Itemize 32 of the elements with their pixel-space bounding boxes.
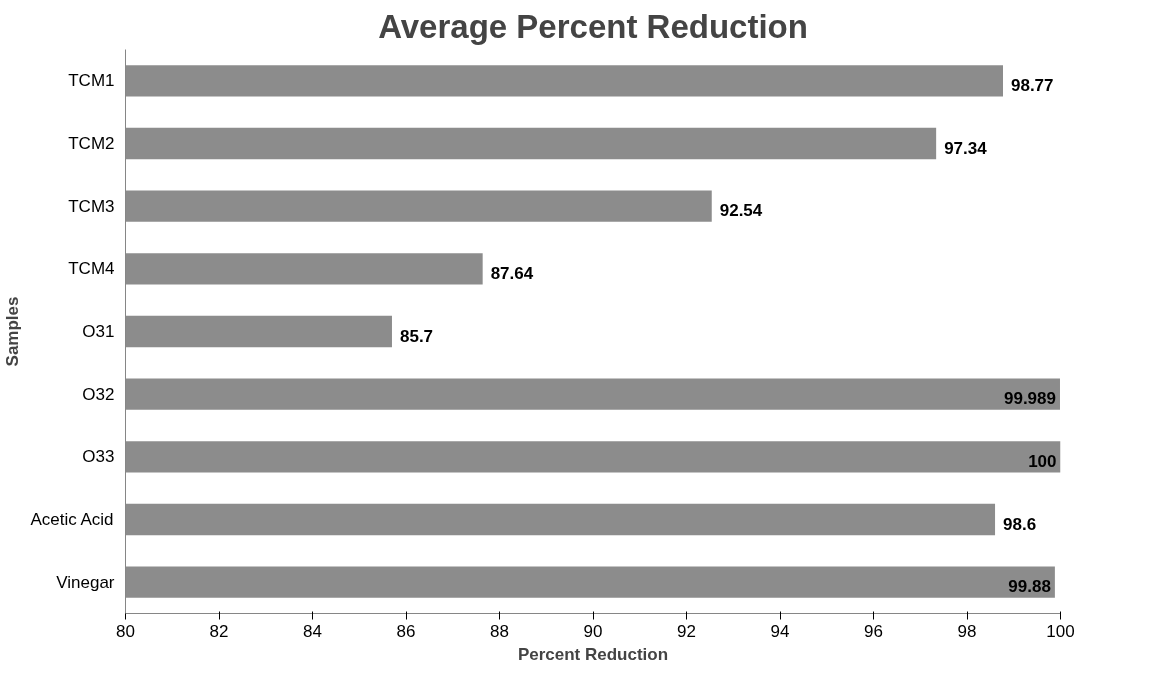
x-tick-label: 98 [957, 621, 977, 641]
y-tick-label: TCM2 [68, 134, 115, 153]
x-tick-label: 86 [396, 621, 416, 641]
x-tick-label: 96 [864, 621, 883, 641]
data-label: 99.88 [1008, 577, 1051, 597]
y-tick-label: TCM3 [68, 196, 115, 216]
y-tick-label: Acetic Acid [30, 510, 114, 529]
y-tick-label: O33 [82, 447, 115, 467]
y-tick-label: TCM4 [68, 259, 115, 279]
y-tick-label: TCM1 [68, 71, 115, 91]
x-tick-label: 92 [677, 621, 696, 641]
x-tick-label: 100 [1046, 621, 1075, 641]
x-tick-label: 90 [583, 621, 603, 641]
data-label: 99.989 [1003, 389, 1056, 409]
data-label: 85.7 [399, 326, 434, 346]
x-tick-label: 88 [490, 621, 509, 641]
data-label: 87.64 [490, 263, 534, 283]
y-tick-label: O32 [82, 384, 115, 404]
data-label: 98.77 [1011, 75, 1054, 95]
data-label: 92.54 [719, 201, 763, 221]
data-label: 98.6 [1003, 514, 1037, 534]
x-axis-title: Percent Reduction [517, 644, 669, 664]
data-label: 97.34 [944, 138, 988, 158]
x-tick-label: 94 [770, 621, 790, 641]
x-tick-label: 84 [303, 621, 322, 641]
data-label: 100 [1028, 451, 1057, 471]
chart-title: Average Percent Reduction [378, 7, 808, 45]
x-tick-label: 80 [116, 621, 135, 641]
y-tick-label: O31 [82, 322, 115, 341]
y-axis-title: Samples [3, 296, 23, 367]
y-tick-label: Vinegar [56, 572, 115, 592]
x-tick-label: 82 [209, 621, 229, 641]
